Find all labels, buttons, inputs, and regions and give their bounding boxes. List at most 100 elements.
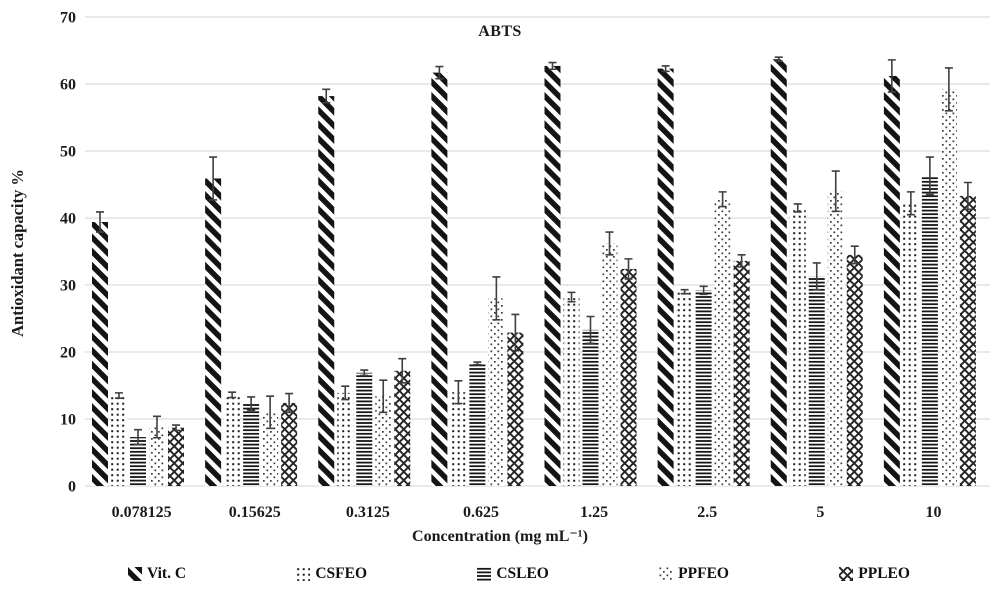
bar-ppleo	[846, 254, 863, 486]
bar-ppleo	[620, 268, 637, 486]
error-bar-ppfeo	[831, 170, 840, 213]
bar-ppfeo	[488, 298, 505, 486]
bar-ppleo	[168, 427, 184, 486]
bar-csfeo	[676, 291, 693, 486]
legend-item-ppfeo: PPFEO	[659, 565, 729, 583]
legend-label-ppfeo: PPFEO	[678, 565, 729, 582]
bar-csleo	[356, 372, 373, 486]
bar-vit-c	[431, 72, 448, 487]
legend-label-ppleo: PPLEO	[858, 565, 910, 582]
y-tick-label: 0	[68, 479, 76, 496]
error-bar-csfeo	[341, 385, 350, 401]
y-tick-label: 60	[60, 77, 76, 94]
error-bar-ppleo	[511, 313, 520, 352]
error-bar-csfeo	[793, 203, 802, 213]
bar-ppfeo	[827, 191, 844, 486]
error-bar-csfeo	[680, 288, 689, 295]
error-bar-vit-c	[661, 65, 670, 73]
bar-csfeo	[902, 203, 919, 486]
bar-csleo	[469, 363, 486, 486]
error-bar-csleo	[134, 428, 142, 446]
bar-vit-c	[544, 65, 561, 486]
y-tick-label: 10	[60, 412, 76, 429]
bar-vit-c	[883, 75, 900, 487]
error-bar-ppleo	[624, 258, 633, 280]
bar-csleo	[130, 437, 146, 486]
error-bar-csleo	[247, 396, 256, 412]
crosshatch-swatch-icon	[839, 567, 854, 581]
error-bar-csfeo	[228, 391, 237, 399]
y-tick-label: 70	[60, 10, 76, 27]
bar-ppfeo	[149, 427, 165, 486]
bar-csfeo	[450, 392, 467, 486]
x-axis-title: Concentration (mg mL⁻¹)	[412, 528, 588, 545]
error-bar-ppfeo	[605, 231, 614, 256]
legend-item-csfeo: CSFEO	[296, 565, 367, 583]
bar-ppfeo	[940, 89, 957, 487]
x-tick-label: 2.5	[697, 504, 717, 521]
error-bar-ppleo	[737, 254, 746, 268]
error-bar-ppleo	[850, 245, 859, 265]
error-bar-ppfeo	[492, 276, 501, 321]
dots-grid-swatch-icon	[296, 567, 311, 581]
bar-ppfeo	[375, 396, 392, 486]
bar-vit-c	[770, 59, 787, 487]
bar-csleo	[921, 175, 938, 487]
error-bar-vit-c	[322, 88, 331, 104]
bar-vit-c	[205, 178, 222, 486]
error-bar-ppleo	[398, 357, 407, 384]
error-bar-csfeo	[115, 392, 123, 400]
x-tick-label: 0.625	[463, 504, 499, 521]
error-bar-vit-c	[435, 65, 444, 80]
legend-label-csleo: CSLEO	[496, 565, 549, 582]
bar-ppfeo	[601, 243, 618, 486]
x-tick-label: 5	[816, 504, 824, 521]
error-bar-vit-c	[887, 59, 896, 93]
diagonal-stripes-swatch-icon	[128, 567, 142, 581]
plot-area: 0 10 20 30 40 50 60 70 0.078125 0.15625 0.3125 0.62…	[60, 10, 990, 521]
error-bar-ppfeo	[718, 191, 727, 208]
bar-csfeo	[789, 207, 806, 486]
bar-ppleo	[733, 260, 750, 486]
error-bar-ppfeo	[266, 395, 275, 430]
bar-csfeo	[337, 392, 354, 486]
error-bar-vit-c	[96, 211, 104, 233]
error-bar-vit-c	[209, 156, 218, 201]
x-tick-label: 10	[925, 504, 941, 521]
bar-csfeo	[111, 395, 127, 486]
y-tick-label: 50	[60, 144, 76, 161]
error-bar-ppfeo	[379, 379, 388, 414]
x-tick-label: 0.3125	[346, 504, 390, 521]
legend-label-csfeo: CSFEO	[315, 565, 368, 582]
bar-vit-c	[92, 222, 108, 486]
error-bar-vit-c	[548, 61, 557, 71]
legend: Vit. C CSFEO CSLEO PPFEO PPLEO	[128, 565, 910, 583]
bar-ppfeo	[714, 199, 731, 487]
horizontal-lines-swatch-icon	[477, 567, 492, 581]
error-bar-ppleo	[172, 424, 180, 432]
y-tick-label: 30	[60, 278, 76, 295]
bar-ppfeo	[262, 412, 279, 486]
error-bar-ppfeo	[153, 415, 161, 439]
bar-csfeo	[224, 394, 241, 486]
legend-item-csleo: CSLEO	[477, 565, 549, 583]
x-tick-label: 0.15625	[229, 504, 281, 521]
bar-ppleo	[959, 195, 976, 486]
bar-csleo	[582, 329, 599, 486]
y-tick-label: 40	[60, 211, 76, 228]
error-bar-csfeo	[906, 191, 915, 216]
legend-item-ppleo: PPLEO	[839, 565, 910, 583]
error-bar-csleo	[586, 315, 595, 345]
error-bar-csfeo	[567, 291, 576, 303]
error-bar-vit-c	[774, 56, 783, 63]
error-bar-ppleo	[285, 392, 294, 414]
y-tick-label: 20	[60, 345, 76, 362]
legend-label-vit-c: Vit. C	[147, 565, 187, 582]
error-bar-csleo	[699, 285, 708, 296]
bar-csleo	[243, 403, 260, 486]
x-tick-label: 0.078125	[112, 504, 172, 521]
error-bar-ppfeo	[944, 67, 953, 112]
error-bar-csfeo	[454, 380, 463, 405]
x-tick-label: 1.25	[580, 504, 608, 521]
